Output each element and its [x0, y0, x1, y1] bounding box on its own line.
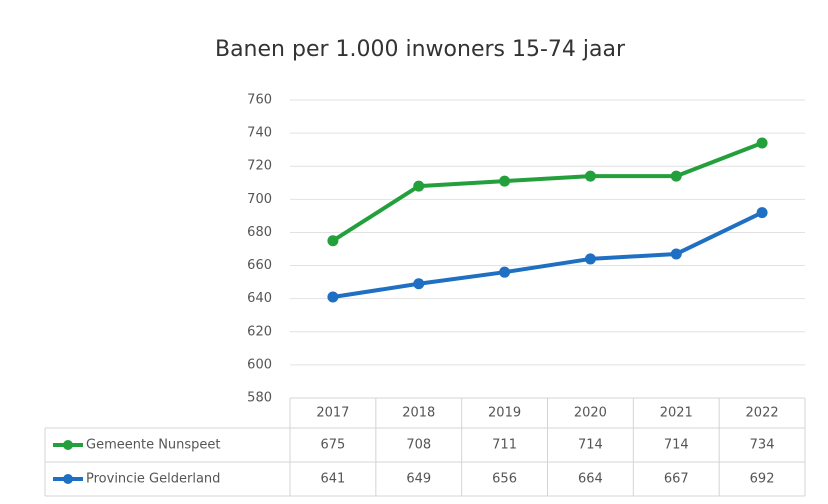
data-point	[670, 170, 682, 182]
table-value: 711	[492, 438, 517, 453]
y-tick-label: 620	[247, 324, 272, 339]
y-tick-label: 700	[247, 192, 272, 207]
legend-marker	[63, 440, 73, 450]
data-point	[756, 137, 768, 149]
data-point	[413, 180, 425, 192]
table-value: 649	[406, 472, 431, 487]
x-tick-label: 2019	[488, 406, 521, 421]
x-tick-label: 2020	[574, 406, 607, 421]
data-point	[670, 248, 682, 260]
table-value: 734	[750, 438, 775, 453]
legend-label: Provincie Gelderland	[86, 472, 220, 487]
series-line	[332, 210, 763, 299]
data-point	[584, 253, 596, 265]
data-point	[327, 291, 339, 303]
legend-marker	[63, 474, 73, 484]
table-value: 664	[578, 472, 603, 487]
data-point	[584, 170, 596, 182]
y-tick-label: 680	[247, 225, 272, 240]
x-tick-label: 2022	[746, 406, 779, 421]
chart-title: Banen per 1.000 inwoners 15-74 jaar	[215, 37, 626, 62]
y-tick-label: 760	[247, 93, 272, 108]
series-line	[331, 141, 763, 243]
y-tick-label: 660	[247, 258, 272, 273]
table-value: 641	[321, 472, 346, 487]
data-point	[756, 207, 768, 219]
table-value: 714	[578, 438, 603, 453]
y-tick-label: 640	[247, 291, 272, 306]
y-tick-label: 720	[247, 159, 272, 174]
table-value: 656	[492, 472, 517, 487]
y-tick-label: 600	[247, 357, 272, 372]
data-point	[327, 235, 339, 247]
legend-label: Gemeente Nunspeet	[86, 438, 221, 453]
table-value: 667	[664, 472, 689, 487]
data-point	[499, 175, 511, 187]
table-value: 675	[321, 438, 346, 453]
y-tick-label: 740	[247, 126, 272, 141]
y-tick-label: 580	[247, 391, 272, 406]
x-tick-label: 2017	[316, 406, 349, 421]
x-tick-label: 2021	[660, 406, 693, 421]
data-point	[413, 278, 425, 290]
table-value: 708	[406, 438, 431, 453]
data-point	[499, 266, 511, 278]
table-value: 692	[750, 472, 775, 487]
table-value: 714	[664, 438, 689, 453]
x-tick-label: 2018	[402, 406, 435, 421]
